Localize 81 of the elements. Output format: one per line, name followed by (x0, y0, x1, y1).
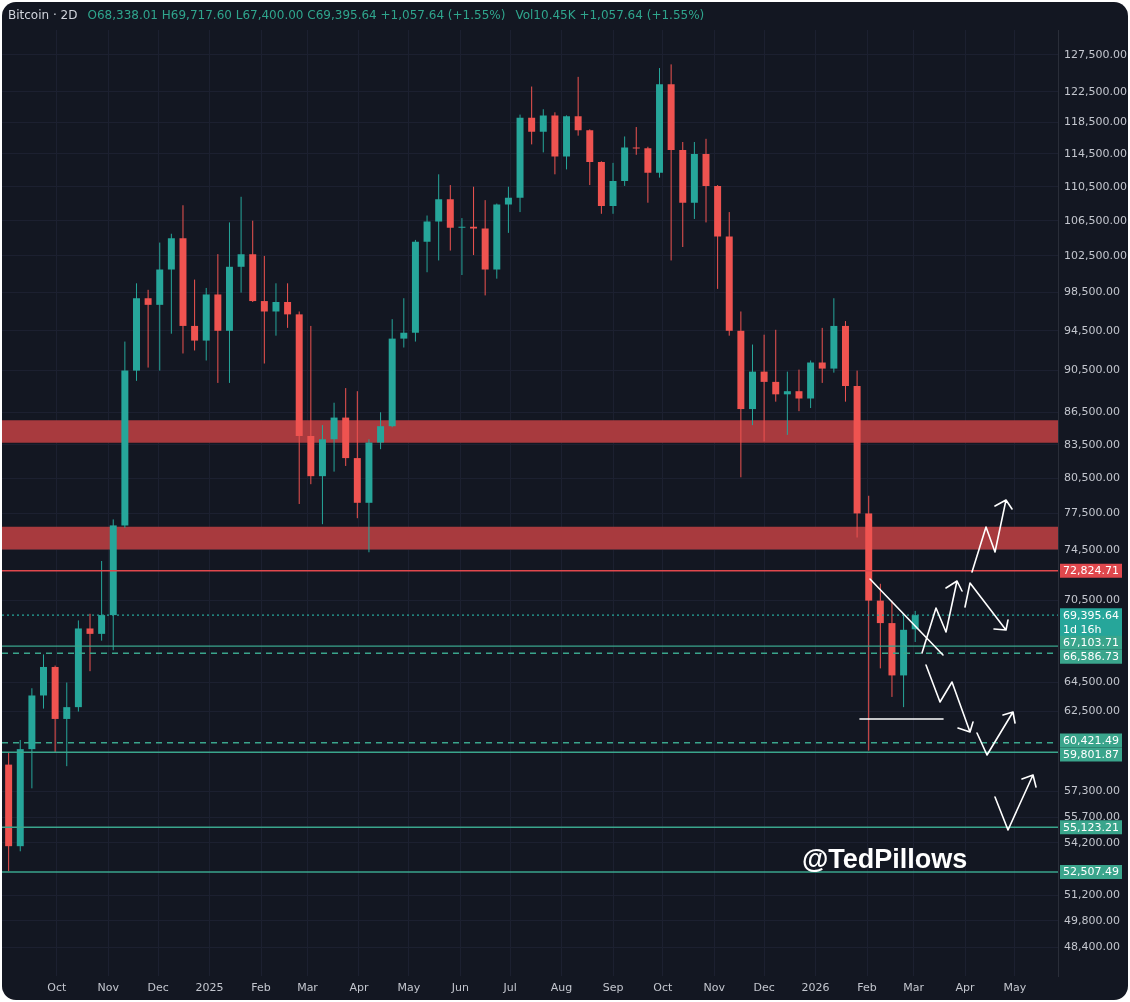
y-tick-label: 102,500.00 (1064, 248, 1127, 262)
candlestick (284, 282, 292, 329)
x-tick-label: Nov (97, 981, 120, 995)
x-tick-label: Aug (550, 981, 573, 995)
y-tick-label: 110,500.00 (1064, 179, 1127, 193)
candlestick (574, 76, 582, 137)
candlestick (783, 371, 791, 436)
ref-line-label: 55,123.21 (1063, 820, 1119, 834)
x-tick-label: Apr (955, 981, 976, 995)
candlestick (458, 217, 466, 276)
x-tick-label: Nov (703, 981, 726, 995)
y-tick-label: 114,500.00 (1064, 146, 1127, 160)
x-tick-label: Apr (349, 981, 369, 995)
chart-title: Bitcoin · 2D (8, 8, 78, 22)
candlestick (400, 297, 408, 348)
candlestick (632, 126, 640, 156)
y-tick-label: 118,500.00 (1064, 115, 1127, 129)
chart-subtitle: O68,338.01 H69,717.60 L67,400.00 C69,395.64 +1,057.64 (+1.55%) (87, 8, 506, 22)
ref-line-label: 66,586.73 (1063, 650, 1119, 664)
x-tick-label: Jul (502, 981, 517, 995)
y-tick-label: 94,500.00 (1064, 323, 1120, 337)
y-tick-label: 62,500.00 (1064, 704, 1120, 718)
y-tick-label: 57,300.00 (1064, 784, 1120, 798)
y-tick-label: 49,800.00 (1064, 913, 1120, 927)
candlestick (144, 289, 152, 369)
y-tick-label: 74,500.00 (1064, 542, 1120, 556)
ref-line-label: 52,507.49 (1063, 865, 1119, 879)
x-tick-label: 2025 (195, 981, 224, 995)
candlestick (260, 255, 268, 365)
y-tick-label: 127,500.00 (1064, 47, 1127, 61)
annotation: @TedPillows (802, 844, 968, 875)
text: 1d 16h (1063, 622, 1102, 636)
y-tick-label: 122,500.00 (1064, 84, 1127, 98)
x-tick-label: Dec (147, 981, 169, 995)
y-tick-label: 106,500.00 (1064, 213, 1127, 227)
x-tick-label: May (397, 981, 421, 995)
x-tick-label: Jun (450, 981, 469, 995)
y-tick-label: 48,400.00 (1064, 939, 1120, 953)
y-tick-label: 77,500.00 (1064, 506, 1120, 520)
x-tick-label: Oct (653, 981, 674, 995)
candlestick (818, 327, 826, 384)
candlestick (795, 369, 803, 412)
candlestick (191, 279, 199, 351)
candlestick (470, 186, 478, 256)
candlestick (272, 282, 280, 337)
candlestick (772, 329, 780, 403)
candlestick (760, 334, 768, 442)
y-tick-label: 64,500.00 (1064, 675, 1120, 689)
x-tick-label: Dec (753, 981, 775, 995)
x-tick-label: May (1003, 981, 1027, 995)
x-tick-label: Mar (297, 981, 319, 995)
candlestick (330, 402, 338, 473)
y-tick-label: 80,500.00 (1064, 471, 1120, 485)
candlestick (377, 411, 385, 450)
ref-line-label: 72,824.71 (1063, 564, 1119, 578)
y-tick-label: 83,500.00 (1064, 437, 1120, 451)
x-tick-label: Feb (857, 981, 877, 995)
candlestick (237, 196, 245, 294)
x-tick-label: Feb (251, 981, 271, 995)
ref-line-label: 60,421.49 (1063, 733, 1119, 747)
candlestick (539, 108, 547, 153)
y-tick-label: 54,200.00 (1064, 835, 1120, 849)
candlestick (423, 215, 431, 273)
x-tick-label: Mar (903, 981, 925, 995)
y-tick-label: 90,500.00 (1064, 363, 1120, 377)
x-tick-label: 2026 (801, 981, 830, 995)
candlestick (876, 583, 884, 669)
candlestick (435, 173, 443, 261)
x-tick-label: Sep (602, 981, 624, 995)
ref-line-label: 67,103.71 (1063, 636, 1119, 650)
y-tick-label: 98,500.00 (1064, 285, 1120, 299)
y-tick-label: 86,500.00 (1064, 405, 1120, 419)
y-tick-label: 70,500.00 (1064, 593, 1120, 607)
x-tick-label: Oct (47, 981, 67, 995)
candlestick (86, 613, 94, 672)
ref-line-label: 69,395.64 (1063, 608, 1119, 622)
y-tick-label: 51,200.00 (1064, 888, 1120, 902)
ref-line-label: 59,801.87 (1063, 747, 1119, 761)
candlestick (528, 86, 536, 145)
text: Vol10.45K +1,057.64 (+1.55%) (515, 8, 705, 22)
candlestick (63, 682, 71, 767)
